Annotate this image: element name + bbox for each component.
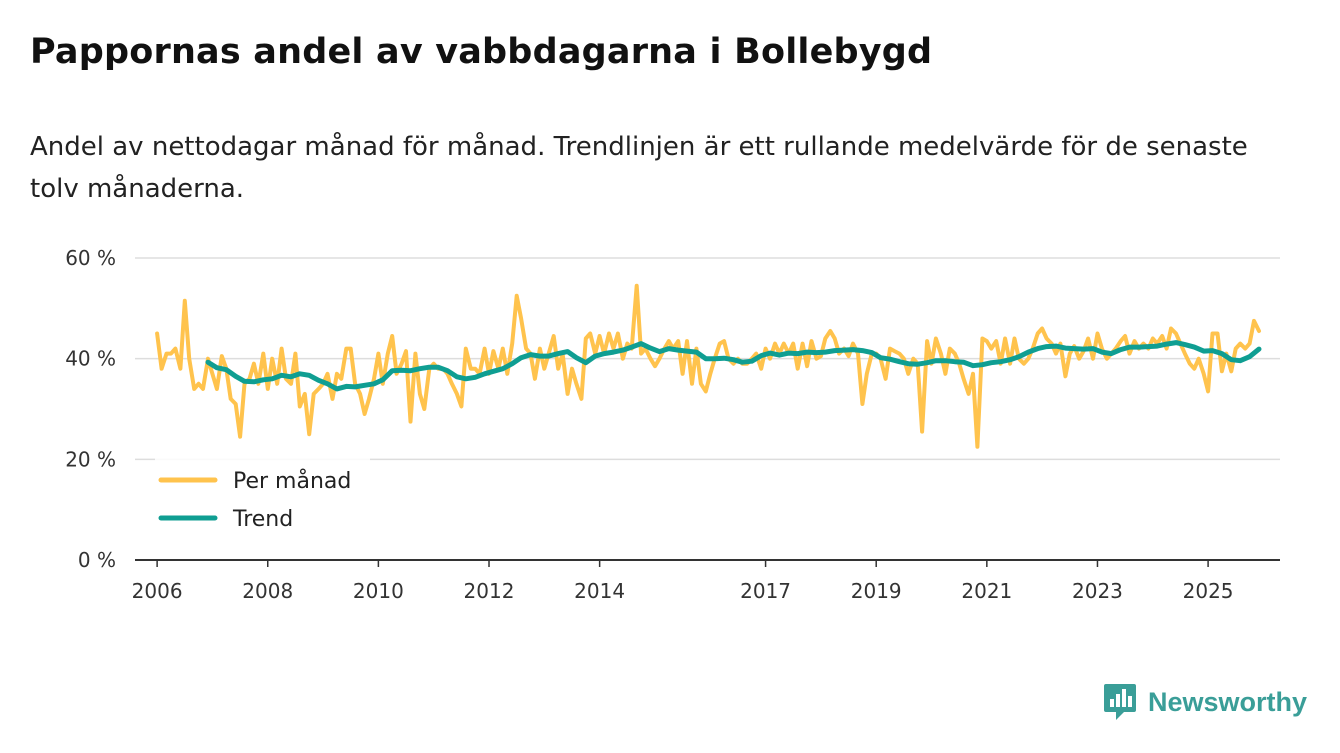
series bbox=[155, 283, 1262, 449]
legend-background bbox=[155, 458, 370, 544]
x-tick-label: 2025 bbox=[1183, 579, 1234, 603]
series-line-monthly bbox=[155, 283, 1261, 449]
y-tick-label: 20 % bbox=[65, 447, 116, 471]
newsworthy-logo-icon bbox=[1104, 684, 1136, 720]
brand-logo: Newsworthy bbox=[1102, 682, 1307, 722]
chart-subtitle: Andel av nettodagar månad för månad. Tre… bbox=[30, 132, 1248, 204]
x-tick-label: 2021 bbox=[961, 579, 1012, 603]
x-tick-label: 2014 bbox=[574, 579, 625, 603]
series-line-trend bbox=[205, 340, 1262, 392]
x-tick-label: 2012 bbox=[464, 579, 515, 603]
x-tick-label: 2008 bbox=[242, 579, 293, 603]
brand-name: Newsworthy bbox=[1148, 686, 1308, 717]
x-tick-label: 2010 bbox=[353, 579, 404, 603]
x-tick-label: 2017 bbox=[740, 579, 791, 603]
x-tick-label: 2019 bbox=[851, 579, 902, 603]
legend-label-trend: Trend bbox=[232, 507, 293, 532]
x-tick-label: 2023 bbox=[1072, 579, 1123, 603]
y-tick-label: 0 % bbox=[78, 548, 116, 572]
chart-title: Pappornas andel av vabbdagarna i Bolleby… bbox=[30, 32, 933, 72]
legend: Per månad Trend bbox=[155, 458, 370, 544]
x-tick-label: 2006 bbox=[132, 579, 183, 603]
legend-label-monthly: Per månad bbox=[233, 468, 351, 494]
axes: 0 % 20 % 40 % 60 % 2006 2008 2010 2012 2014 2017 2… bbox=[65, 246, 1280, 603]
y-tick-label: 40 % bbox=[65, 347, 116, 371]
y-tick-label: 60 % bbox=[65, 246, 116, 270]
